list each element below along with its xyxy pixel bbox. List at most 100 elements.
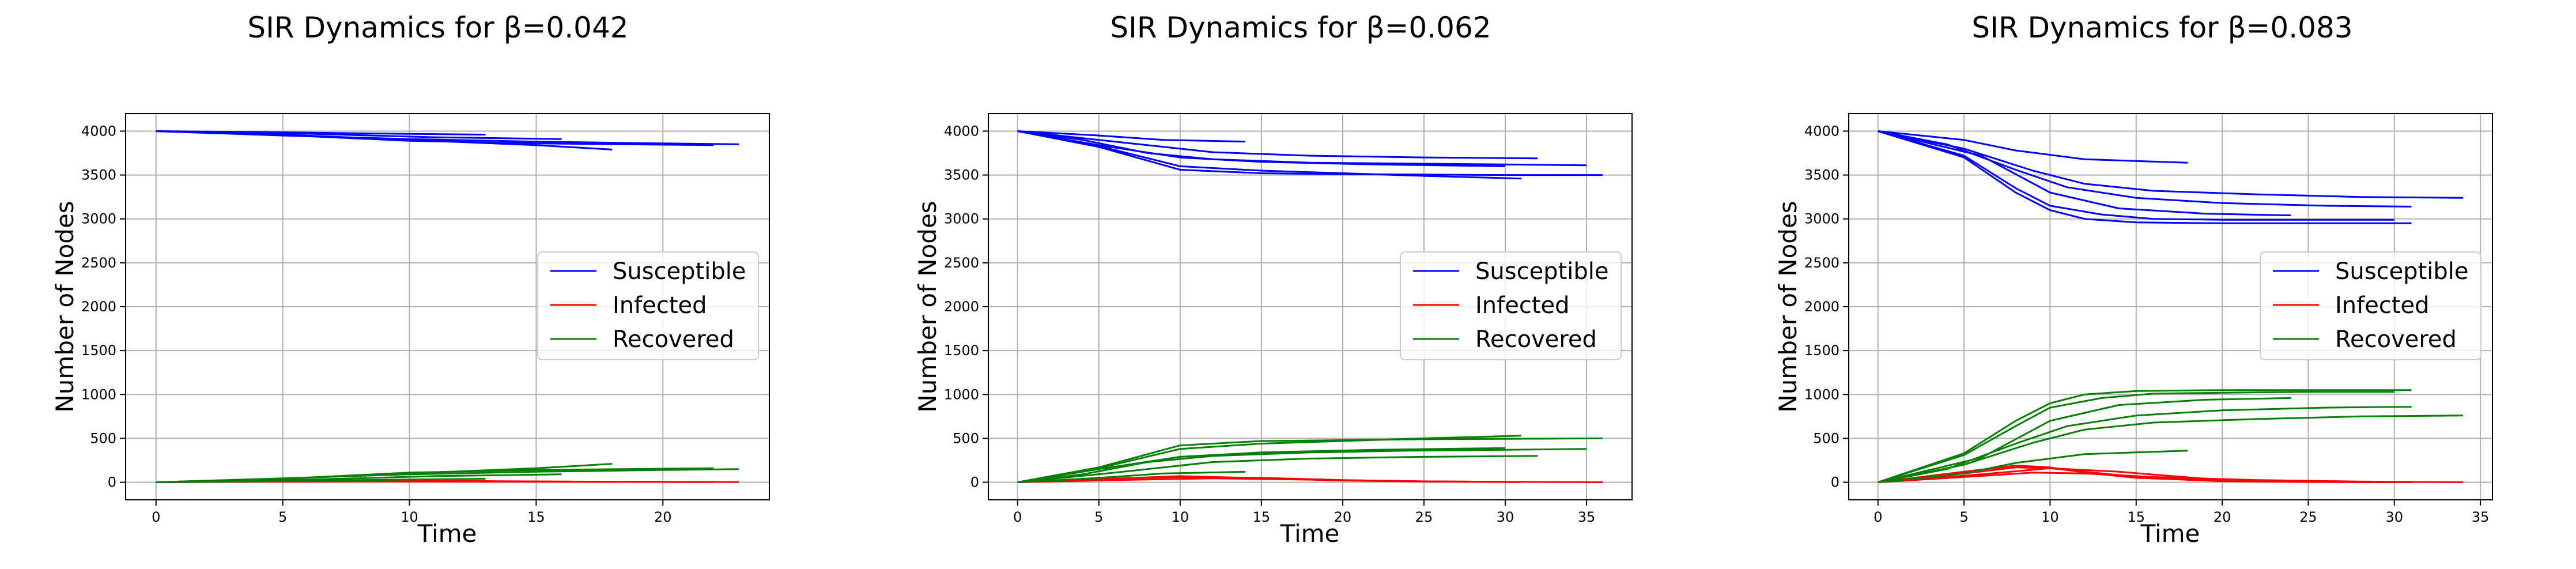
x-tick-label: 5 [278,509,287,525]
y-tick-label: 4000 [81,123,116,139]
y-tick-label: 500 [1813,430,1840,446]
y-tick-label: 0 [108,474,116,491]
y-tick-label: 1000 [944,386,979,402]
recovered-series-line [1017,448,1587,483]
x-tick-label: 0 [1013,509,1022,525]
legend-2: Susceptible Infected Recovered [1400,251,1622,360]
y-tick-label: 3500 [81,167,116,183]
plot-lines-2 [1017,130,1603,483]
x-tick-label: 20 [654,509,672,525]
recovered-series-line [1878,414,2464,483]
ticks-3: 0 5 10 15 20 25 30 35 0 500 1000 1500 2000 2500 3000 35… [1804,123,2489,525]
susceptible-series-line [1878,130,2188,164]
legend-label-infected-3: Infected [2335,292,2430,319]
recovered-series-line [1017,447,1506,483]
y-tick-label: 3000 [1804,211,1840,227]
legend-label-susceptible-2: Susceptible [1475,258,1608,285]
recovered-series-line [1878,391,2394,483]
x-tick-label: 10 [401,509,418,525]
plot-lines-3 [1878,130,2464,483]
y-tick-label: 3500 [944,167,979,183]
chart-panel-2: SIR Dynamics for β=0.062 0 5 10 15 20 25 30 350… [913,11,1633,548]
legend-label-infected-1: Infected [613,292,707,319]
x-tick-label: 30 [1497,509,1514,525]
x-tick-label: 20 [2214,509,2231,525]
y-tick-label: 0 [1831,474,1840,491]
y-tick-label: 1500 [944,342,979,359]
x-tick-label: 10 [2041,509,2059,525]
ticks-2: 0 5 10 15 20 25 30 35 0 500 1000 1500 2000 2500 3000 35… [944,123,1595,525]
y-tick-label: 3000 [81,211,116,227]
x-tick-label: 25 [2299,509,2317,525]
y-axis-label-2: Number of Nodes [913,201,942,412]
legend-label-recovered-3: Recovered [2335,326,2457,353]
legend-label-recovered-1: Recovered [613,326,734,353]
chart-panel-3: SIR Dynamics for β=0.083 0 5 10 15 20 25 30 350… [1774,11,2493,548]
recovered-series-line [1017,437,1603,483]
recovered-series-line [1017,470,1245,483]
y-tick-label: 2500 [1804,255,1840,271]
x-tick-label: 30 [2385,509,2403,525]
y-tick-label: 2500 [81,255,116,271]
susceptible-series-line [156,130,714,146]
x-tick-label: 0 [1874,509,1882,525]
x-axis-label-2: Time [1280,519,1340,548]
x-tick-label: 35 [1578,509,1596,525]
x-tick-label: 25 [1415,509,1433,525]
recovered-series-line [1878,450,2188,483]
susceptible-series-line [1017,130,1587,167]
x-tick-label: 0 [152,509,160,525]
y-tick-label: 1500 [1804,342,1840,359]
y-tick-label: 2000 [81,299,116,315]
x-axis-label-1: Time [417,519,477,548]
x-tick-label: 5 [1094,509,1103,525]
y-tick-label: 2000 [1804,299,1840,315]
y-tick-label: 0 [970,474,979,491]
susceptible-series-line [1878,130,2412,224]
susceptible-series-line [1017,130,1506,167]
infected-series-line [1878,472,2464,483]
y-axis-label-3: Number of Nodes [1774,201,1802,412]
susceptible-series-line [156,130,486,135]
legend-label-infected-2: Infected [1475,292,1570,319]
y-tick-label: 1000 [81,386,116,402]
y-tick-label: 3500 [1804,167,1840,183]
susceptible-series-line [1017,130,1538,160]
y-tick-label: 1500 [81,342,116,359]
susceptible-series-line [1878,130,2291,217]
x-tick-label: 15 [1253,509,1271,525]
x-tick-label: 20 [1334,509,1352,525]
y-tick-label: 3000 [944,211,979,227]
susceptible-series-line [1878,130,2464,199]
susceptible-series-line [1878,130,2412,208]
x-tick-label: 5 [1959,509,1968,525]
y-tick-label: 500 [953,430,979,446]
legend-box-2 [1400,251,1622,360]
legend-box-1 [537,251,759,360]
recovered-series-line [1878,397,2291,483]
y-axis-label-1: Number of Nodes [51,201,79,412]
x-tick-label: 35 [2472,509,2490,525]
recovered-series-line [156,478,486,483]
legend-label-recovered-2: Recovered [1475,326,1597,353]
ticks-1: 0 5 10 15 20 0 500 1000 1500 2000 2500 3000 3500 4000 [81,123,672,525]
y-tick-label: 4000 [944,123,979,139]
infected-series-line [1017,477,1506,483]
chart-title-1: SIR Dynamics for β=0.042 [247,11,628,44]
chart-title-2: SIR Dynamics for β=0.062 [1110,11,1491,44]
recovered-series-line [1878,389,2412,483]
y-tick-label: 1000 [1804,386,1840,402]
susceptible-series-line [1878,130,2394,221]
y-tick-label: 2000 [944,299,979,315]
y-tick-label: 2500 [944,255,979,271]
x-tick-label: 15 [527,509,545,525]
legend-3: Susceptible Infected Recovered [2260,251,2481,360]
susceptible-series-line [1017,130,1245,143]
recovered-series-line [1017,455,1538,483]
chart-title-3: SIR Dynamics for β=0.083 [1971,11,2352,44]
plot-lines-1 [156,130,739,483]
legend-label-susceptible-1: Susceptible [613,258,746,285]
legend-box-3 [2260,251,2481,360]
legend-label-susceptible-3: Susceptible [2335,258,2468,285]
recovered-series-line [1878,406,2412,483]
